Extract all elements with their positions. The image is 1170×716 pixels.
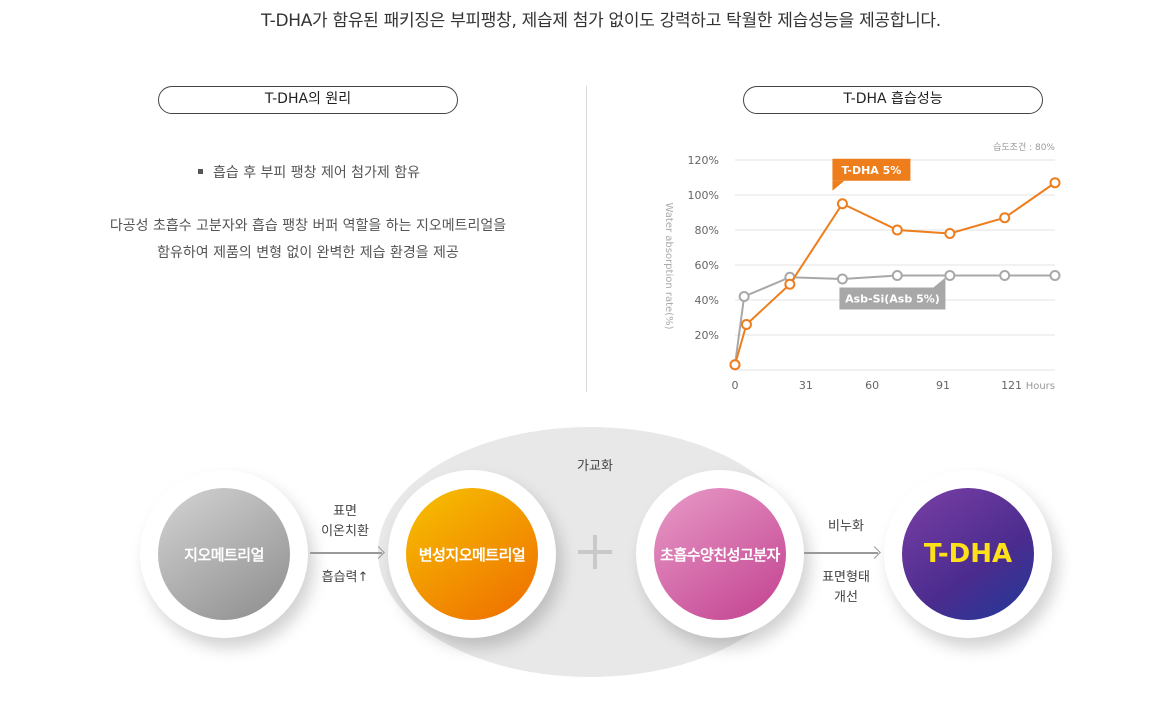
step3-top-label: 비누화 (828, 519, 864, 534)
data-point (1049, 177, 1061, 189)
step3-bottom-line-2: 개선 (834, 590, 858, 605)
panel-divider (586, 86, 587, 392)
step3-arrow-icon (804, 552, 878, 554)
node-superabsorbent-polymer-label: 초흡수양친성고분자 (654, 488, 786, 620)
humidity-annotation: 습도조건 : 80% (993, 142, 1055, 153)
step1-bottom-label: 흡습력↑ (321, 570, 369, 585)
y-tick-label: 40% (695, 294, 719, 307)
x-axis-label: Hours (1026, 381, 1055, 392)
performance-title: T-DHA 흡습성능 (743, 86, 1043, 114)
data-point (729, 359, 741, 371)
description-line-1: 다공성 초흡수 고분자와 흡습 팽창 버퍼 역할을 하는 지오메트리얼을 (109, 218, 507, 234)
data-point (891, 224, 903, 236)
data-point (784, 278, 796, 290)
node-geomaterial-label: 지오메트리얼 (158, 488, 290, 620)
data-point (836, 198, 848, 210)
data-point (944, 228, 956, 239)
principle-bullet-text: 흡습 후 부피 팽창 제어 첨가제 함유 (213, 165, 421, 181)
data-point (836, 273, 848, 285)
data-point (999, 270, 1011, 281)
step1-top-line-2: 이온치환 (321, 524, 369, 539)
headline: T-DHA가 함유된 패키징은 부피팽창, 제습제 첨가 없이도 강력하고 탁월… (261, 11, 941, 31)
node-modified-geomaterial-label: 변성지오메트리얼 (406, 488, 538, 620)
series-line (734, 274, 1055, 365)
step3-bottom-label: 표면형태 개선 (806, 568, 886, 608)
data-point (944, 270, 956, 281)
crosslink-label: 가교화 (577, 459, 613, 474)
y-tick-label: 120% (688, 154, 719, 167)
node-tdha: T-DHA (884, 470, 1052, 638)
y-tick-label: 60% (695, 259, 719, 272)
y-tick-label: 100% (688, 189, 719, 202)
legend-asb-pointer (933, 277, 946, 288)
data-point (1049, 270, 1061, 281)
y-tick-label: 80% (695, 224, 719, 237)
x-tick-label: 0 (732, 379, 739, 392)
legend-asb-box (839, 287, 946, 310)
legend-tdha-box (832, 158, 911, 181)
data-point (740, 319, 752, 330)
step1-top-line-1: 표면 (333, 504, 357, 519)
x-tick-label: 31 (799, 379, 813, 392)
absorption-chart: 20% 40% 60% 80% 100% 120% 0 31 60 91 121 Hours 습도조건 … (663, 142, 1061, 392)
node-tdha-label: T-DHA (923, 539, 1013, 569)
data-point (999, 212, 1011, 224)
description-line-2: 함유하여 제품의 변형 없이 완벽한 제습 환경을 제공 (157, 245, 459, 261)
principle-description: 다공성 초흡수 고분자와 흡습 팽창 버퍼 역할을 하는 지오메트리얼을 함유하… (86, 213, 530, 267)
data-point (738, 291, 750, 302)
node-tdha-circle: T-DHA (902, 488, 1034, 620)
step1-top-label: 표면 이온치환 (305, 502, 385, 542)
y-axis-label: Water absorption rate(%) (663, 203, 674, 330)
data-point (891, 270, 903, 281)
plus-icon-vertical (593, 535, 597, 569)
principle-bullet: 흡습 후 부피 팽창 제어 첨가제 함유 (198, 162, 420, 182)
step1-arrow-icon (310, 552, 382, 554)
bullet-square-icon (198, 168, 203, 174)
node-modified-geomaterial: 변성지오메트리얼 (388, 470, 556, 638)
legend-tdha-label: T-DHA 5% (842, 164, 902, 177)
principle-title: T-DHA의 원리 (158, 86, 458, 114)
x-tick-label: 60 (865, 379, 879, 392)
series-line (734, 181, 1056, 366)
node-superabsorbent-polymer: 초흡수양친성고분자 (636, 470, 804, 638)
legend-asb-label: Asb-Si(Asb 5%) (845, 293, 940, 306)
x-tick-label: 121 (1001, 379, 1022, 392)
y-tick-label: 20% (695, 329, 719, 342)
node-geomaterial: 지오메트리얼 (140, 470, 308, 638)
legend-tdha-pointer (832, 180, 845, 191)
x-tick-label: 91 (936, 379, 950, 392)
step3-bottom-line-1: 표면형태 (822, 570, 870, 585)
